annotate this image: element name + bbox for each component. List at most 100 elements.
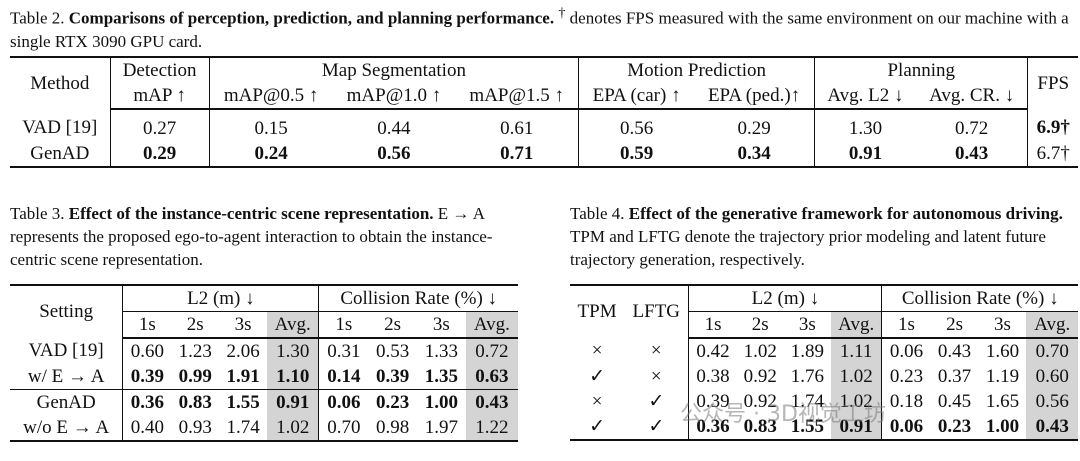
column-header: EPA (car) ↑ [578, 83, 695, 110]
cell: 0.36 [696, 415, 730, 437]
header-row: 1s 2s 3s Avg. 1s 2s 3s Avg. [570, 311, 1078, 339]
column-header: Avg. [1026, 311, 1078, 339]
cell: 6.9† [1036, 117, 1070, 138]
cell: 0.34 [694, 141, 816, 167]
column-header: 2s [368, 311, 417, 339]
cell: 0.23 [889, 365, 924, 387]
cell: 0.38 [696, 365, 730, 387]
cell: 1.19 [985, 365, 1020, 387]
table-body: × × 0.42 1.02 1.89 1.11 0.06 0.43 1.60 0.70 ✓ × 0.38… [570, 338, 1078, 440]
group-header: Method [10, 57, 111, 109]
cell: 0.39 [375, 365, 410, 387]
cell: 0.39 [696, 390, 730, 412]
caption-text: denotes FPS measured with the same envir… [10, 8, 1069, 51]
row-header: LFTG [624, 285, 690, 338]
cell: 0.44 [377, 117, 411, 139]
cell: 0.72 [915, 109, 1029, 141]
row-label: ✓ [624, 414, 690, 440]
cell: 0.18 [889, 390, 924, 412]
cell: 0.23 [368, 389, 417, 415]
cell: 1.74 [226, 416, 260, 438]
cell: 1.10 [267, 364, 320, 390]
cell: 0.70 [1026, 338, 1078, 364]
cell: 0.92 [743, 365, 777, 387]
cell: 1.35 [424, 365, 458, 387]
data-row: GenAD 0.36 0.83 1.55 0.91 0.06 0.23 1.00 0.43 [10, 389, 518, 415]
cell: 0.92 [743, 390, 777, 412]
data-row: GenAD 0.29 0.24 0.56 0.71 0.59 0.34 0.91 0.43 6.7… [10, 141, 1078, 167]
cell: 0.91 [848, 142, 883, 164]
table-body: VAD [19] 0.60 1.23 2.06 1.30 0.31 0.53 1.33 0.72… [10, 338, 518, 441]
data-row: ✓ × 0.38 0.92 1.76 1.02 0.23 0.37 1.19 0.60 [570, 364, 1078, 389]
cell: 1.74 [790, 390, 824, 412]
cell: 0.91 [267, 389, 320, 415]
group-header: Motion Prediction [578, 57, 816, 83]
header-row: 1s 2s 3s Avg. 1s 2s 3s Avg. [10, 311, 518, 339]
cell: 0.39 [130, 365, 164, 387]
cell: 0.29 [694, 109, 816, 141]
row-label: × [591, 390, 603, 412]
cell: 1.02 [743, 340, 777, 362]
cell: 0.56 [619, 117, 654, 139]
cell: 1.00 [416, 389, 466, 415]
cell: 1.11 [830, 338, 883, 364]
cell: 0.27 [110, 109, 210, 141]
group-header: FPS [1037, 72, 1070, 94]
cell: 1.60 [985, 340, 1020, 362]
cell: 0.99 [178, 365, 212, 387]
cell: 1.89 [790, 340, 824, 362]
row-header: TPM [577, 301, 617, 322]
caption-label: Table 2. [10, 8, 65, 28]
cell: 1.30 [267, 338, 320, 364]
column-header: mAP ↑ [110, 83, 210, 110]
column-header: 1s [318, 311, 369, 339]
row-label: w/ E → A [10, 364, 124, 390]
caption-text: E → A represents the proposed ego-to-age… [10, 204, 493, 269]
table: TPM LFTG L2 (m) ↓ Collision Rate (%) ↓ 1s 2s 3… [570, 284, 1078, 441]
group-header: Collision Rate (%) ↓ [318, 285, 518, 312]
cell: 0.56 [1026, 389, 1078, 414]
group-header: Collision Rate (%) ↓ [881, 285, 1078, 312]
caption-label: Table 4. [570, 204, 625, 223]
row-label: ✓ [589, 366, 606, 387]
data-row: VAD [19] 0.60 1.23 2.06 1.30 0.31 0.53 1.33 0.72 [10, 338, 518, 364]
cell: 1.97 [424, 416, 458, 438]
cell: 0.06 [889, 415, 924, 437]
table-head: TPM LFTG L2 (m) ↓ Collision Rate (%) ↓ 1s 2s 3… [570, 285, 1078, 339]
row-label: ✓ [624, 389, 690, 414]
dagger: † [558, 5, 566, 21]
column-header: Avg. [830, 311, 883, 339]
column-header: 3s [978, 311, 1027, 339]
cell: 0.14 [327, 365, 361, 387]
cell: 0.70 [327, 416, 361, 438]
column-header: 3s [783, 311, 831, 339]
cell: 1.91 [226, 365, 260, 387]
table-head: Method Detection Map Segmentation Motion Pr… [10, 57, 1078, 110]
cell: 1.02 [830, 364, 883, 389]
row-label: w/o E → A [10, 415, 124, 441]
cell: 0.06 [318, 389, 369, 415]
cell: 0.29 [110, 141, 210, 167]
cell: 1.00 [985, 415, 1020, 437]
header-row: Method Detection Map Segmentation Motion Pr… [10, 57, 1078, 109]
cell: 0.60 [1026, 364, 1078, 389]
row-label: VAD [19] [10, 109, 111, 141]
cell: 0.06 [889, 340, 924, 362]
cell: 1.02 [267, 415, 320, 441]
row-label: × [591, 340, 603, 361]
cell: 1.55 [790, 415, 824, 437]
column-header: mAP@0.5 ↑ [209, 83, 333, 110]
group-header: Map Segmentation [209, 57, 580, 83]
column-header: 2s [930, 311, 979, 339]
table-head: Setting L2 (m) ↓ Collision Rate (%) ↓ 1s 2s 3… [10, 285, 518, 339]
cell: 0.60 [130, 340, 164, 362]
caption-title: Comparisons of perception, prediction, a… [68, 8, 555, 28]
row-label: GenAD [10, 389, 124, 415]
cell: 2.06 [226, 340, 260, 362]
cell: 1.30 [848, 117, 883, 139]
column-header: 3s [219, 311, 268, 339]
cell: 0.59 [619, 142, 654, 164]
column-header: mAP@1.5 ↑ [455, 83, 580, 110]
cell: 0.43 [1026, 414, 1078, 440]
